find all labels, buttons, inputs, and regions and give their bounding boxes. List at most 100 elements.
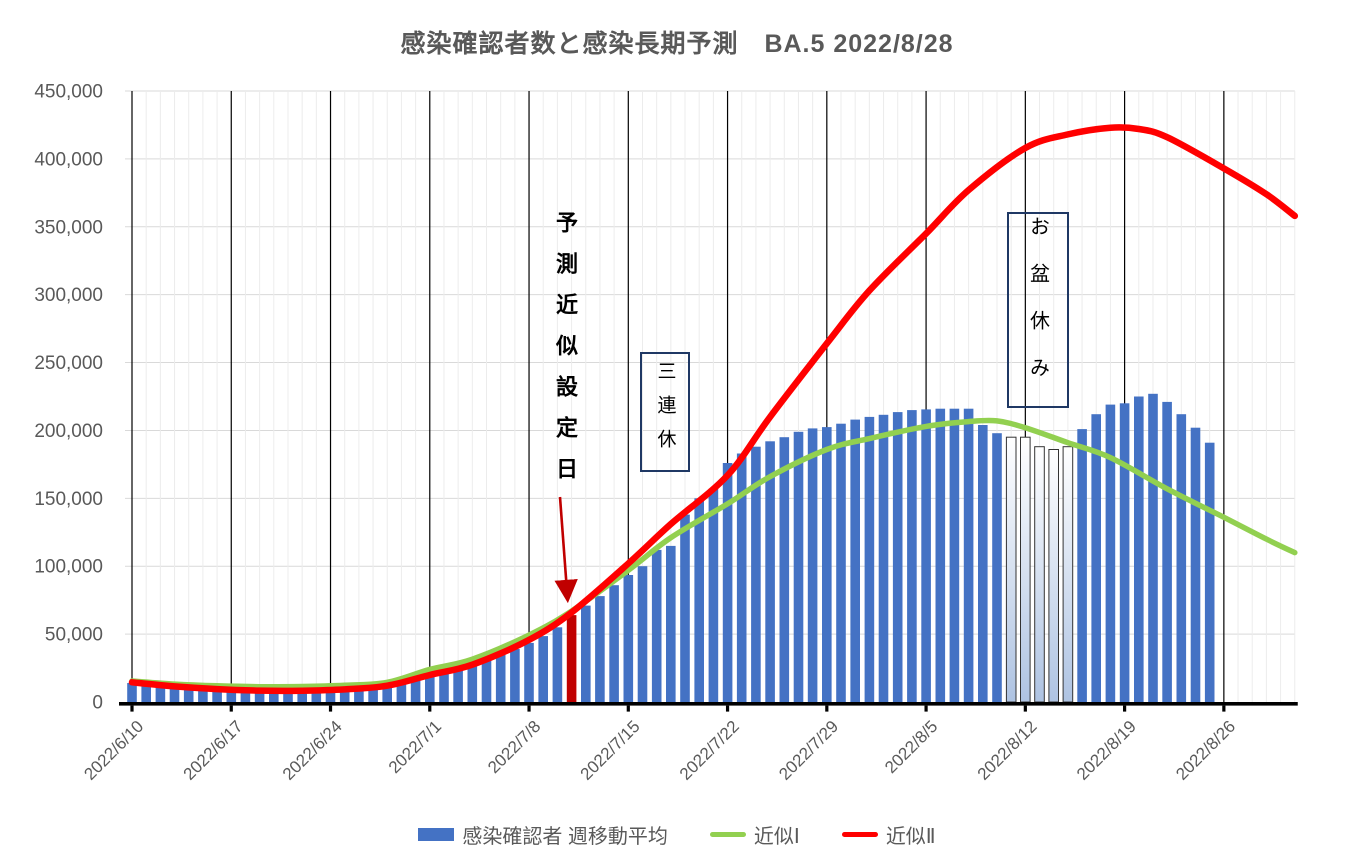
- prediction-set-date-annotation: 予測近似設定日: [553, 211, 578, 498]
- bar: [325, 686, 336, 702]
- bar: [155, 684, 166, 702]
- approx2-line: [128, 124, 1299, 695]
- bars-group: [127, 393, 1215, 703]
- svg-text:2022/7/29: 2022/7/29: [775, 717, 842, 784]
- legend-approx1-label: 近似Ⅰ: [753, 826, 800, 848]
- bar: [765, 441, 775, 702]
- bar: [949, 408, 960, 702]
- svg-text:2022/8/12: 2022/8/12: [974, 717, 1041, 784]
- svg-text:2022/6/24: 2022/6/24: [279, 717, 346, 784]
- bar: [1134, 396, 1144, 702]
- bar: [595, 596, 605, 702]
- legend-approx2-label: 近似Ⅱ: [885, 826, 936, 848]
- bar: [368, 684, 378, 702]
- bar: [751, 446, 761, 702]
- holiday-bar: [1048, 449, 1060, 703]
- bar: [240, 687, 251, 702]
- prediction-date-arrow-icon: [554, 496, 578, 604]
- bar: [198, 686, 208, 702]
- bar: [793, 431, 804, 702]
- svg-text:400,000: 400,000: [34, 149, 103, 170]
- bar: [169, 685, 180, 702]
- bar: [1148, 393, 1158, 702]
- svg-text:300,000: 300,000: [34, 285, 103, 306]
- three-day-weekend-box: 三連休: [640, 352, 690, 472]
- bar: [1190, 427, 1201, 702]
- bar: [524, 642, 534, 702]
- svg-text:450,000: 450,000: [34, 82, 103, 103]
- svg-text:100,000: 100,000: [34, 557, 103, 578]
- svg-text:2022/8/19: 2022/8/19: [1073, 717, 1140, 784]
- bar: [978, 425, 988, 702]
- bar: [141, 683, 151, 702]
- obon-holiday-box: お盆休み: [1007, 212, 1069, 408]
- bar: [254, 687, 265, 702]
- bar: [439, 672, 449, 702]
- bar: [850, 419, 860, 702]
- bar: [878, 414, 889, 702]
- x-axis-labels: 2022/6/10 2022/6/17 2022/6/24 2022/7/1 2022/…: [80, 717, 1239, 784]
- legend-item-approx1: 近似Ⅰ: [709, 820, 800, 849]
- bar: [453, 668, 463, 702]
- bar: [1204, 442, 1215, 702]
- bar: [339, 686, 350, 702]
- svg-text:0: 0: [92, 693, 103, 714]
- holiday-bar: [1005, 436, 1017, 703]
- y-axis-labels: 0 50,000 100,000 150,000 200,000 250,000 300,0…: [34, 82, 103, 714]
- bar: [1077, 429, 1087, 702]
- bar: [410, 678, 421, 702]
- x-axis-line: [119, 702, 1298, 706]
- approx2-line-swatch-icon: [841, 832, 878, 837]
- chart-title: 感染確認者数と感染長期予測 BA.5 2022/8/28: [400, 30, 954, 58]
- svg-text:350,000: 350,000: [34, 217, 103, 238]
- bar: [311, 687, 322, 702]
- bar: [269, 687, 279, 702]
- bar: [666, 545, 676, 702]
- legend-item-bars: 感染確認者 週移動平均: [418, 820, 668, 849]
- legend-bars-label: 感染確認者 週移動平均: [462, 826, 668, 848]
- bar: [127, 683, 137, 702]
- bar: [425, 675, 435, 702]
- obon-holiday-label: お盆休み: [1026, 216, 1049, 404]
- svg-text:2022/6/10: 2022/6/10: [80, 717, 147, 784]
- legend: 感染確認者 週移動平均 近似Ⅰ 近似Ⅱ: [0, 820, 1354, 849]
- bar: [992, 433, 1002, 702]
- bar: [892, 412, 903, 702]
- bar: [1176, 414, 1187, 702]
- bar: [297, 687, 307, 702]
- svg-text:50,000: 50,000: [45, 625, 103, 646]
- svg-text:200,000: 200,000: [34, 421, 103, 442]
- svg-text:250,000: 250,000: [34, 353, 103, 374]
- bar: [708, 488, 719, 702]
- bar: [538, 636, 548, 702]
- holiday-bar: [1062, 446, 1074, 703]
- bar: [907, 410, 917, 702]
- bar: [226, 686, 237, 702]
- bar: [354, 685, 364, 702]
- bar: [481, 659, 492, 702]
- bar: [864, 416, 875, 702]
- svg-text:150,000: 150,000: [34, 489, 103, 510]
- svg-text:2022/7/1: 2022/7/1: [385, 717, 445, 777]
- bar: [382, 682, 392, 702]
- bar: [609, 585, 619, 702]
- bar: [183, 685, 194, 702]
- bar: [694, 498, 704, 702]
- bar: [807, 428, 818, 702]
- bar: [495, 654, 506, 702]
- svg-text:2022/7/15: 2022/7/15: [577, 717, 644, 784]
- bar: [935, 408, 946, 702]
- bar: [651, 549, 662, 702]
- bar: [722, 463, 733, 702]
- holiday-bar: [1020, 436, 1031, 703]
- bar: [736, 453, 747, 702]
- bar: [212, 686, 222, 702]
- legend-item-approx2: 近似Ⅱ: [841, 820, 936, 849]
- bar: [623, 575, 634, 702]
- bar: [836, 423, 846, 702]
- svg-text:2022/8/26: 2022/8/26: [1172, 717, 1239, 784]
- holiday-bar: [1034, 446, 1045, 703]
- bar: [283, 687, 293, 702]
- chart-canvas: 0 50,000 100,000 150,000 200,000 250,000 300,0…: [34, 82, 1299, 784]
